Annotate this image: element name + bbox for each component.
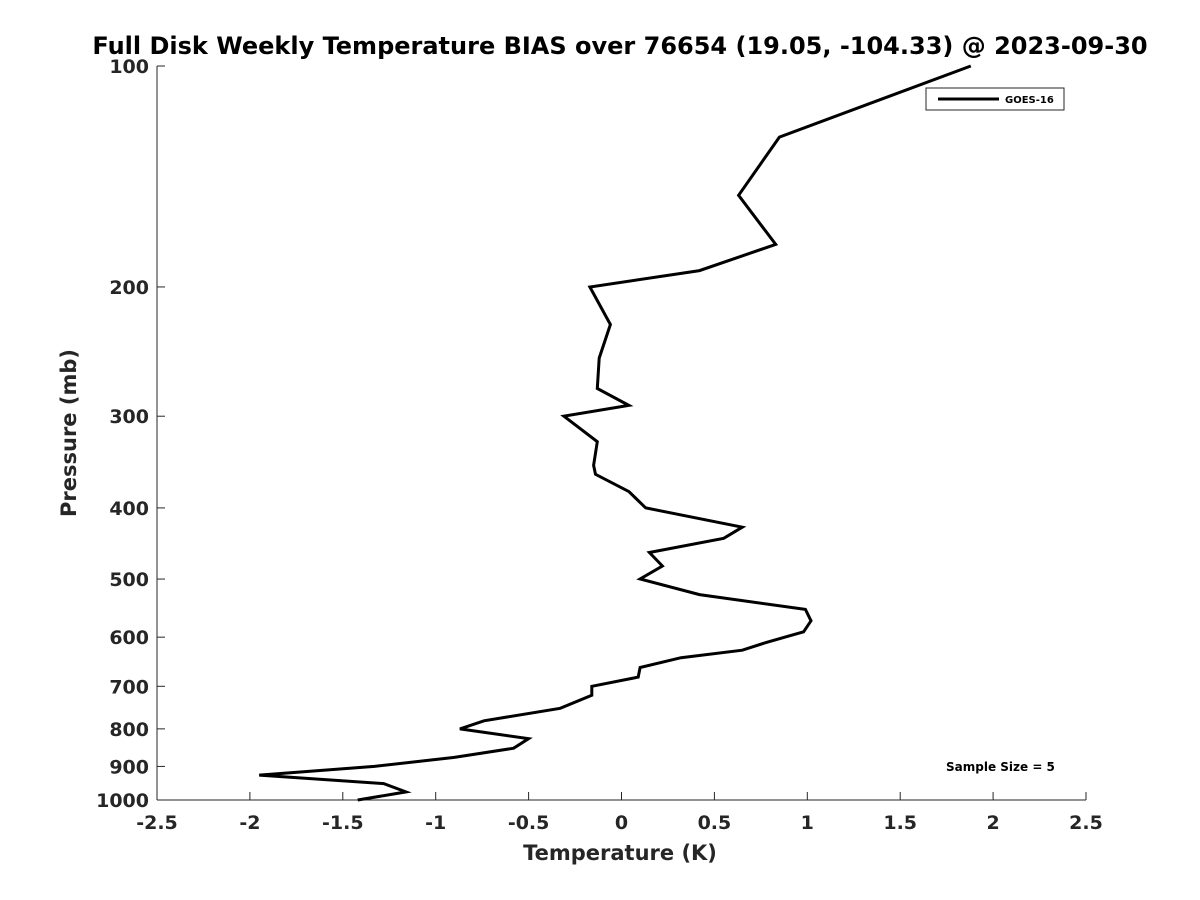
chart-title: Full Disk Weekly Temperature BIAS over 7…: [92, 32, 1147, 60]
series-line-goes-16: [259, 64, 972, 802]
x-axis-label: Temperature (K): [523, 841, 717, 865]
x-tick-label: 0: [615, 812, 628, 834]
x-tick-label: 0.5: [698, 812, 732, 834]
y-tick-label: 200: [109, 277, 149, 299]
x-tick-label: -2.5: [136, 812, 178, 834]
series-layer: [259, 64, 972, 802]
x-tick-label: 2.5: [1069, 812, 1103, 834]
x-ticks: -2.5 -2 -1.5 -1 -0.5 0 0.5 1 1.5 2 2.5: [136, 792, 1103, 834]
x-tick-label: -1: [425, 812, 446, 834]
y-tick-label: 600: [109, 627, 149, 649]
x-tick-label: 1: [801, 812, 814, 834]
x-tick-label: -2: [239, 812, 260, 834]
x-tick-label: 1.5: [883, 812, 917, 834]
legend-label: GOES-16: [1005, 95, 1054, 106]
y-ticks: 100 200 300 400 500 600 700 800 900 1000: [96, 56, 165, 812]
y-tick-label: 400: [109, 498, 149, 520]
sample-size-annotation: Sample Size = 5: [946, 760, 1055, 774]
y-tick-label: 800: [109, 719, 149, 741]
legend: GOES-16: [925, 87, 1065, 111]
y-tick-label: 900: [109, 756, 149, 778]
y-tick-label: 100: [109, 56, 149, 78]
y-tick-label: 500: [109, 569, 149, 591]
x-tick-label: -1.5: [322, 812, 364, 834]
y-tick-label: 1000: [96, 790, 149, 812]
axes: [156, 66, 1086, 801]
y-axis-label: Pressure (mb): [57, 349, 81, 517]
x-tick-label: 2: [986, 812, 999, 834]
y-tick-label: 300: [109, 406, 149, 428]
y-tick-label: 700: [109, 676, 149, 698]
x-tick-label: -0.5: [508, 812, 550, 834]
